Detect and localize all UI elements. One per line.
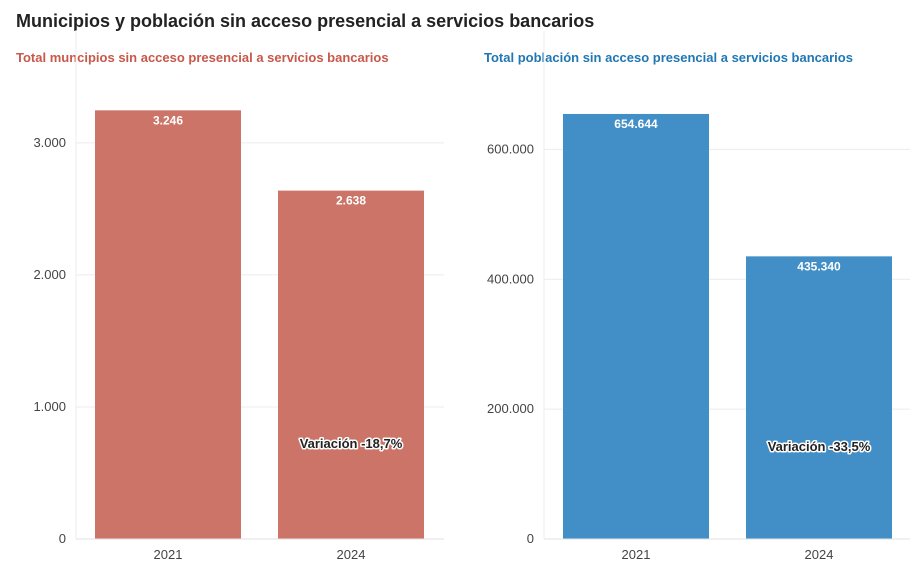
x-tick-label: 2024 xyxy=(805,547,834,562)
y-tick-label: 200.000 xyxy=(487,401,534,416)
x-tick-label: 2024 xyxy=(337,547,366,562)
figure-title: Municipios y población sin acceso presen… xyxy=(16,11,595,31)
bar-2024 xyxy=(278,190,424,539)
y-tick-label: 3.000 xyxy=(33,135,66,150)
bar-2021 xyxy=(563,113,709,539)
y-tick-label: 0 xyxy=(527,531,534,546)
municipios-bar-chart: 0 1.000 2.000 3.000 3.246 2021 2.638 2024 Variac… xyxy=(33,30,444,562)
y-tick-label: 2.000 xyxy=(33,267,66,282)
right-chart-title: Total población sin acceso presencial a … xyxy=(484,50,853,65)
left-chart-title: Total muncipios sin acceso presencial a … xyxy=(16,50,389,65)
bar-value-label: 3.246 xyxy=(153,113,183,127)
y-tick-label: 400.000 xyxy=(487,271,534,286)
x-tick-label: 2021 xyxy=(622,547,651,562)
y-tick-label: 1.000 xyxy=(33,399,66,414)
variation-annotation: Variación -33,5% xyxy=(768,439,871,454)
bar-2021 xyxy=(95,110,241,539)
x-tick-label: 2021 xyxy=(154,547,183,562)
variation-annotation: Variación -18,7% xyxy=(300,436,403,451)
y-tick-label: 600.000 xyxy=(487,141,534,156)
bar-value-label: 2.638 xyxy=(336,194,366,208)
bar-value-label: 654.644 xyxy=(614,117,658,131)
bar-2024 xyxy=(746,256,892,539)
bar-value-label: 435.340 xyxy=(797,259,841,273)
y-tick-label: 0 xyxy=(59,531,66,546)
